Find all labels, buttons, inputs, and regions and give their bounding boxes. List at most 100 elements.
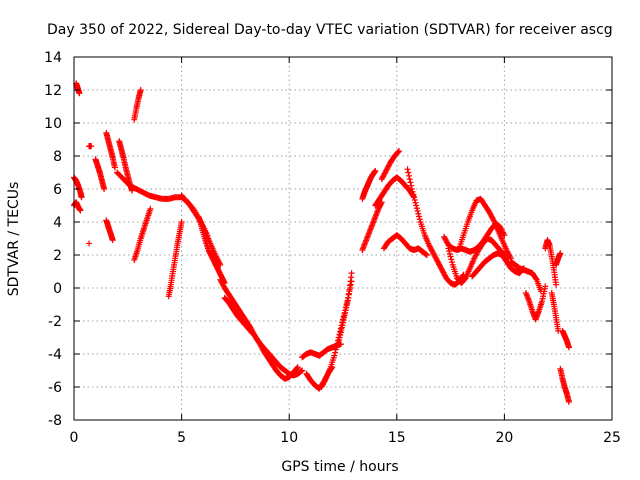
series-track-aa bbox=[404, 166, 467, 288]
series-track-a bbox=[71, 174, 85, 201]
y-tick-label: 0 bbox=[53, 281, 62, 297]
x-tick-label: 0 bbox=[70, 430, 79, 446]
series-track-d bbox=[86, 143, 95, 150]
y-tick-label: 2 bbox=[53, 248, 62, 264]
series-track-p bbox=[217, 276, 301, 382]
data-point bbox=[532, 275, 539, 282]
y-tick-label: -8 bbox=[48, 413, 62, 429]
y-tick-label: 10 bbox=[44, 116, 62, 132]
series-track-u bbox=[335, 270, 355, 346]
data-point bbox=[294, 365, 301, 372]
y-tick-label: 8 bbox=[53, 149, 62, 165]
y-axis-ticks: -8 -6 -4 -2 0 2 4 6 8 10 12 14 bbox=[44, 50, 612, 429]
x-axis-label: GPS time / hours bbox=[281, 459, 398, 475]
x-tick-label: 25 bbox=[603, 430, 621, 446]
y-tick-label: -2 bbox=[48, 314, 62, 330]
chart-title: Day 350 of 2022, Sidereal Day-to-day VTE… bbox=[47, 22, 613, 38]
series-track-ak bbox=[559, 327, 572, 351]
data-point bbox=[489, 215, 496, 222]
data-point bbox=[413, 205, 420, 212]
series-track-aj bbox=[553, 250, 564, 268]
data-point bbox=[88, 143, 95, 150]
y-tick-label: -4 bbox=[48, 347, 62, 363]
data-point bbox=[405, 169, 412, 176]
series-track-y bbox=[378, 148, 402, 183]
data-point bbox=[542, 283, 549, 290]
data-point bbox=[406, 176, 413, 183]
series-track-al bbox=[557, 365, 572, 405]
data-point bbox=[413, 202, 420, 209]
series-track-o bbox=[195, 214, 228, 287]
series-track-w bbox=[359, 199, 385, 254]
data-point bbox=[404, 166, 411, 173]
data-point bbox=[76, 90, 83, 97]
series-track-q bbox=[221, 294, 306, 379]
x-tick-label: 15 bbox=[388, 430, 406, 446]
data-point bbox=[332, 349, 339, 356]
y-tick-label: 6 bbox=[53, 182, 62, 198]
data-point bbox=[408, 186, 415, 192]
y-tick-label: 12 bbox=[44, 83, 62, 99]
series-track-ag bbox=[522, 283, 549, 323]
series-track-h bbox=[103, 217, 116, 244]
x-axis-ticks: 0 5 10 15 20 25 bbox=[70, 57, 621, 446]
y-tick-label: -6 bbox=[48, 380, 62, 396]
y-tick-label: 4 bbox=[53, 215, 62, 231]
data-point bbox=[137, 87, 144, 93]
data-point bbox=[565, 398, 572, 405]
grid-lines bbox=[74, 57, 612, 420]
data-point bbox=[77, 207, 84, 214]
y-tick-label: 14 bbox=[44, 50, 62, 66]
plot-border bbox=[73, 56, 613, 421]
data-point bbox=[423, 252, 430, 258]
data-point bbox=[333, 343, 340, 350]
series-track-i bbox=[116, 138, 136, 194]
data-point bbox=[407, 179, 414, 186]
data-point bbox=[408, 182, 415, 189]
data-point bbox=[299, 367, 306, 374]
data-point bbox=[322, 377, 329, 384]
y-axis-label: SDTVAR / TECUs bbox=[6, 182, 22, 297]
series-track-f bbox=[92, 156, 108, 192]
data-point bbox=[416, 213, 423, 220]
data-point bbox=[449, 259, 456, 266]
data-point bbox=[557, 250, 564, 257]
data-point bbox=[86, 240, 93, 247]
series-track-b bbox=[71, 199, 84, 214]
data-point bbox=[395, 148, 402, 155]
data-point bbox=[395, 148, 402, 155]
series-track-z bbox=[380, 232, 430, 258]
data-point bbox=[446, 248, 453, 255]
series-track-v bbox=[359, 167, 379, 202]
data-point bbox=[565, 344, 572, 351]
data-point bbox=[412, 199, 419, 206]
data-point bbox=[447, 253, 454, 260]
data-point bbox=[416, 216, 423, 223]
data-point bbox=[101, 186, 108, 192]
data-point bbox=[553, 281, 560, 288]
data-point bbox=[109, 237, 116, 244]
series-track-l bbox=[131, 205, 154, 263]
data-point bbox=[348, 270, 355, 277]
data-point bbox=[410, 191, 417, 198]
data-point bbox=[294, 364, 301, 371]
data-point bbox=[78, 194, 85, 201]
data-point bbox=[331, 352, 338, 359]
data-point bbox=[372, 167, 379, 174]
series-track-m bbox=[165, 219, 185, 300]
series-track-ai bbox=[548, 289, 562, 334]
data-point bbox=[111, 164, 118, 171]
series-track-ad bbox=[456, 195, 514, 262]
x-tick-label: 10 bbox=[280, 430, 298, 446]
data-point bbox=[147, 205, 154, 212]
data-point bbox=[414, 208, 421, 214]
data-point bbox=[178, 219, 185, 225]
x-tick-label: 20 bbox=[495, 430, 513, 446]
data-point bbox=[405, 172, 412, 179]
data-point bbox=[507, 253, 514, 260]
data-point bbox=[409, 188, 416, 195]
plot-frame bbox=[73, 56, 613, 421]
x-tick-label: 5 bbox=[177, 430, 186, 446]
data-point bbox=[332, 346, 339, 353]
